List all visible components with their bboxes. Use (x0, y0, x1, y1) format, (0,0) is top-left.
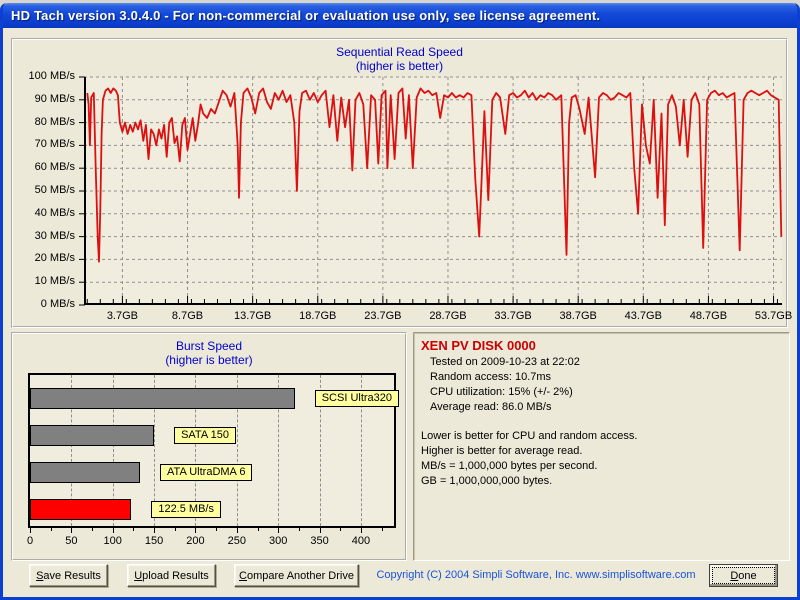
compare-another-drive-button[interactable]: Compare Another Drive (234, 564, 359, 587)
x-tick-label: 48.7GB (689, 310, 728, 322)
bar-label: SCSI Ultra320 (314, 390, 400, 407)
x-tick-label: 150 (144, 535, 164, 547)
drive-name: XEN PV DISK 0000 (421, 338, 536, 353)
x-tick-major (154, 528, 156, 533)
x-tick-label: 300 (268, 535, 288, 547)
x-tick-label: 23.7GB (364, 310, 402, 322)
bar-label: SATA 150 (174, 427, 236, 444)
info-note-line: Higher is better for average read. (421, 445, 583, 457)
x-tick-major (112, 528, 114, 533)
x-tick-label: 200 (186, 535, 205, 547)
burst-speed-panel: Burst Speed (higher is better) SCSI Ultr… (11, 332, 407, 561)
drive-info-panel: XEN PV DISK 0000 Tested on 2009-10-23 at… (413, 332, 790, 561)
y-tick-label: 100 MB/s (28, 70, 75, 82)
gridline-v (236, 375, 238, 526)
x-tick-label: 53.7GB (754, 310, 793, 322)
x-tick-label: 8.7GB (171, 310, 204, 322)
x-tick-label: 18.7GB (299, 310, 337, 322)
x-tick-minor (257, 528, 259, 531)
read-speed-line (86, 87, 783, 263)
burst-bar (30, 425, 155, 446)
x-tick-label: 50 (65, 535, 78, 547)
done-button[interactable]: Done (709, 564, 778, 587)
gridline-v (112, 375, 114, 526)
x-tick-label: 0 (26, 535, 34, 547)
gridline-v (154, 375, 156, 526)
y-tick-label: 10 MB/s (34, 275, 75, 288)
y-tick-label: 30 MB/s (34, 229, 75, 242)
button-bar: Save Results Upload Results Compare Anot… (3, 564, 797, 590)
x-tick-major (360, 528, 362, 533)
x-tick-minor (298, 528, 300, 531)
x-tick-minor (50, 528, 52, 531)
bar-label: 122.5 MB/s (151, 501, 221, 518)
y-tick-label: 70 MB/s (34, 138, 75, 151)
info-detail-line: Tested on 2009-10-23 at 22:02 (430, 356, 580, 368)
info-note-line: GB = 1,000,000,000 bytes. (421, 475, 553, 487)
x-tick-minor (340, 528, 342, 531)
client-area: Sequential Read Speed (higher is better)… (3, 28, 797, 597)
info-note-line: Lower is better for CPU and random acces… (421, 430, 638, 442)
x-tick-label: 38.7GB (559, 310, 597, 322)
legend-notes: Lower is better for CPU and random acces… (414, 429, 789, 489)
burst-bar (30, 388, 295, 409)
x-tick-label: 250 (227, 535, 246, 547)
x-tick-major (30, 528, 31, 533)
x-tick-minor (174, 528, 176, 531)
x-tick-label: 3.7GB (106, 310, 138, 322)
save-results-button[interactable]: Save Results (29, 564, 108, 587)
drive-test-details: Tested on 2009-10-23 at 22:02 Random acce… (414, 355, 789, 415)
gridline-v (278, 375, 280, 526)
y-tick-label: 90 MB/s (34, 92, 75, 105)
gridline-v (195, 375, 197, 526)
x-tick-label: 28.7GB (429, 310, 467, 322)
hdtach-window: HD Tach version 3.0.4.0 - For non-commer… (0, 3, 800, 600)
gridline-v (319, 375, 321, 526)
seq-chart-subtitle: (higher is better) (355, 59, 444, 73)
sequential-read-panel: Sequential Read Speed (higher is better)… (11, 38, 792, 328)
y-tick-label: 20 MB/s (34, 252, 75, 265)
x-tick-label: 13.7GB (233, 310, 272, 322)
x-tick-label: 100 (103, 535, 122, 547)
window-title: HD Tach version 3.0.4.0 - For non-commer… (11, 8, 601, 23)
burst-bar (30, 499, 132, 520)
burst-chart-subtitle: (higher is better) (165, 353, 253, 367)
y-tick-label: 80 MB/s (34, 115, 75, 128)
burst-bar (30, 462, 141, 483)
x-tick-minor (133, 528, 135, 531)
burst-chart-title: Burst Speed (175, 339, 243, 353)
x-tick-minor (92, 528, 94, 531)
seq-chart-title: Sequential Read Speed (336, 45, 463, 59)
x-tick-label: 33.7GB (494, 310, 532, 322)
spacer (414, 415, 789, 429)
x-tick-major (71, 528, 73, 533)
x-tick-minor (381, 528, 383, 531)
copyright-text: Copyright (C) 2004 Simpli Software, Inc.… (376, 569, 696, 581)
x-tick-major (236, 528, 238, 533)
x-tick-minor (216, 528, 218, 531)
gridline-v (71, 375, 73, 526)
y-tick-label: 50 MB/s (34, 184, 75, 196)
sequential-read-chart (79, 76, 783, 306)
y-tick-label: 40 MB/s (34, 206, 75, 219)
x-tick-label: 350 (310, 535, 329, 547)
y-tick-label: 0 MB/s (40, 298, 75, 310)
info-detail-line: Random access: 10.7ms (430, 371, 552, 383)
x-tick-label: 400 (351, 535, 371, 547)
gridline-v (360, 375, 362, 526)
bar-label: ATA UltraDMA 6 (160, 464, 253, 481)
x-tick-major (319, 528, 321, 533)
titlebar[interactable]: HD Tach version 3.0.4.0 - For non-commer… (3, 3, 797, 28)
info-detail-line: CPU utilization: 15% (+/- 2%) (430, 386, 573, 398)
x-tick-major (278, 528, 280, 533)
info-note-line: MB/s = 1,000,000 bytes per second. (421, 460, 598, 472)
upload-results-button[interactable]: Upload Results (127, 564, 216, 587)
x-tick-major (195, 528, 197, 533)
burst-speed-chart: SCSI Ultra320 SATA 150 ATA UltraDMA 6 122.5… (28, 373, 400, 528)
y-tick-label: 60 MB/s (34, 161, 75, 174)
info-detail-line: Average read: 86.0 MB/s (430, 401, 552, 413)
x-tick-label: 43.7GB (624, 310, 662, 322)
